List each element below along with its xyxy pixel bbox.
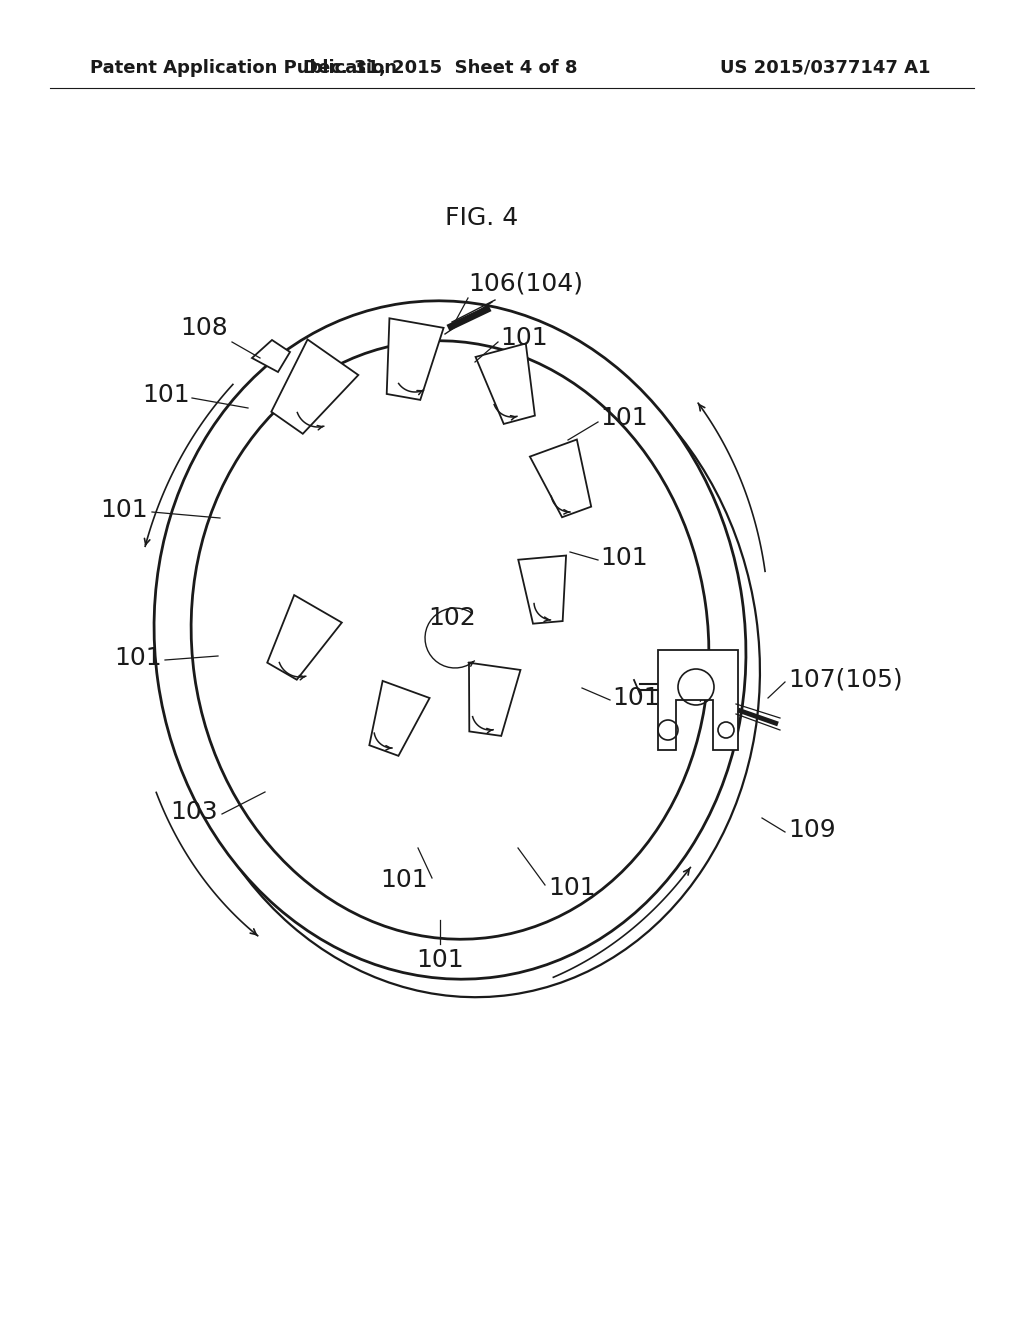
Polygon shape <box>370 681 430 756</box>
Text: 101: 101 <box>115 645 162 671</box>
Text: 101: 101 <box>548 876 596 900</box>
Text: US 2015/0377147 A1: US 2015/0377147 A1 <box>720 59 931 77</box>
Text: Patent Application Publication: Patent Application Publication <box>90 59 397 77</box>
Text: 106(104): 106(104) <box>468 271 583 294</box>
Text: Dec. 31, 2015  Sheet 4 of 8: Dec. 31, 2015 Sheet 4 of 8 <box>303 59 578 77</box>
Polygon shape <box>529 440 591 517</box>
Text: 101: 101 <box>380 869 428 892</box>
Polygon shape <box>469 663 520 737</box>
Polygon shape <box>518 556 566 623</box>
Text: 101: 101 <box>500 326 548 350</box>
Polygon shape <box>271 339 358 434</box>
Polygon shape <box>475 343 535 424</box>
Polygon shape <box>267 595 342 680</box>
Polygon shape <box>252 341 290 372</box>
Text: 101: 101 <box>100 498 148 521</box>
Ellipse shape <box>154 301 745 979</box>
Polygon shape <box>387 318 443 400</box>
Text: 107(105): 107(105) <box>788 668 902 692</box>
Text: 101: 101 <box>612 686 659 710</box>
Text: 108: 108 <box>180 315 228 341</box>
Text: 101: 101 <box>142 383 190 407</box>
Text: FIG. 4: FIG. 4 <box>445 206 518 230</box>
Text: 101: 101 <box>416 948 464 972</box>
Text: 101: 101 <box>600 546 647 570</box>
Text: 101: 101 <box>600 407 647 430</box>
Polygon shape <box>658 649 738 750</box>
Text: 102: 102 <box>428 606 476 630</box>
Text: 103: 103 <box>170 800 218 824</box>
Text: 109: 109 <box>788 818 836 842</box>
